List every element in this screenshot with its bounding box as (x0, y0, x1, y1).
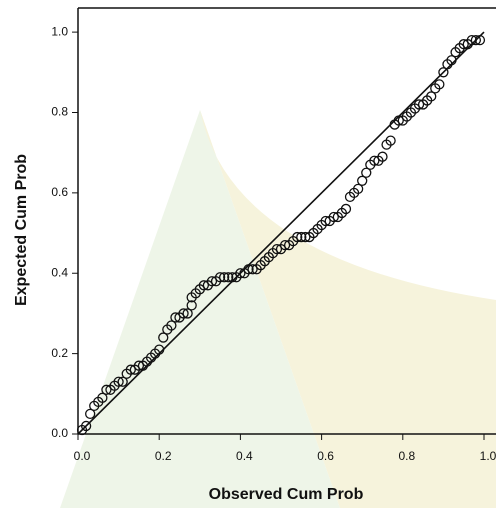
chart: Observed Cum Prob Expected Cum Prob 0.0 0… (0, 0, 496, 508)
x-tick-label: 0.2 (155, 449, 172, 463)
x-tick-label: 0.4 (236, 449, 253, 463)
y-axis-title: Expected Cum Prob (13, 154, 30, 306)
y-tick-label: 0.4 (51, 265, 68, 279)
y-tick-label: 0.2 (51, 346, 68, 360)
y-tick-label: 0.8 (51, 105, 68, 119)
y-tick-label: 0.6 (51, 185, 68, 199)
x-tick-label: 0.6 (317, 449, 334, 463)
x-tick-label: 0.8 (398, 449, 415, 463)
y-tick-label: 0.0 (51, 426, 68, 440)
y-tick-label: 1.0 (51, 24, 68, 38)
x-tick-label: 1.0 (480, 449, 496, 463)
x-axis-title: Observed Cum Prob (209, 486, 364, 503)
x-tick-label: 0.0 (74, 449, 91, 463)
